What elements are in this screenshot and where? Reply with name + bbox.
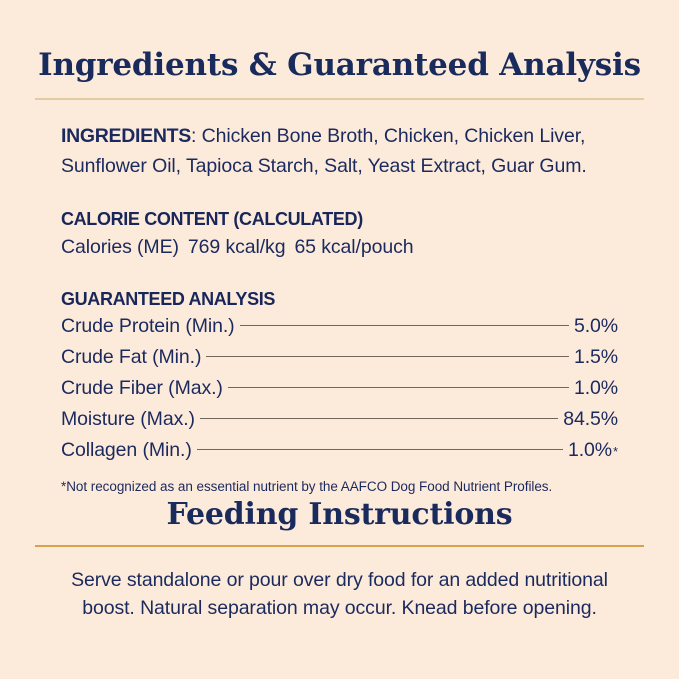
leader-line — [196, 449, 563, 451]
ingredients-separator: : — [190, 125, 202, 148]
ingredients-label: INGREDIENTS — [61, 125, 191, 148]
nutrient-value: 5.0% — [573, 315, 618, 338]
title-divider — [35, 98, 644, 101]
nutrient-name: Crude Fiber (Max.) — [61, 377, 223, 400]
guaranteed-analysis-row: Crude Fat (Min.) 1.5% — [61, 346, 618, 377]
guaranteed-analysis-row: Moisture (Max.) 84.5% — [61, 408, 618, 439]
feeding-instructions-title: Feeding Instructions — [166, 497, 513, 532]
guaranteed-analysis-block: GUARANTEED ANALYSIS Crude Protein (Min.)… — [61, 261, 618, 494]
nutrient-name: Crude Fat (Min.) — [61, 346, 202, 369]
calorie-content-block: CALORIE CONTENT (CALCULATED) Calories (M… — [61, 181, 618, 261]
feeding-divider — [35, 545, 644, 547]
guaranteed-analysis-row: Collagen (Min.) 1.0% * — [61, 439, 618, 470]
nutrient-value: 84.5% — [563, 408, 618, 431]
nutrient-name: Moisture (Max.) — [61, 408, 195, 431]
calories-label: Calories (ME) — [61, 236, 179, 259]
guaranteed-analysis-footnote: *Not recognized as an essential nutrient… — [61, 479, 553, 495]
feeding-instructions-section: Feeding Instructions Serve standalone or… — [0, 498, 679, 622]
calories-per-kg: 769 kcal/kg — [187, 236, 286, 259]
calories-per-pouch: 65 kcal/pouch — [294, 236, 414, 259]
nutrient-name: Crude Protein (Min.) — [61, 315, 235, 338]
feeding-instructions-body: Serve standalone or pour over dry food f… — [71, 569, 608, 619]
guaranteed-analysis-rows: Crude Protein (Min.) 5.0% Crude Fat (Min.)… — [61, 310, 618, 470]
guaranteed-analysis-row: Crude Fiber (Max.) 1.0% — [61, 377, 618, 408]
guaranteed-analysis-row: Crude Protein (Min.) 5.0% — [61, 315, 618, 346]
nutrient-footnote-marker: * — [613, 444, 618, 460]
nutrient-value: 1.5% — [573, 346, 618, 369]
nutrient-name: Collagen (Min.) — [61, 439, 192, 462]
ingredients-section: Ingredients & Guaranteed Analysis INGRED… — [0, 47, 679, 494]
ingredients-paragraph: INGREDIENTS: Chicken Bone Broth, Chicken… — [61, 100, 618, 181]
leader-line — [239, 325, 569, 327]
nutrient-value: 1.0% — [573, 377, 618, 400]
leader-line — [199, 418, 559, 420]
leader-line — [227, 387, 569, 389]
nutrient-value: 1.0% — [567, 439, 613, 462]
guaranteed-analysis-heading: GUARANTEED ANALYSIS — [61, 289, 276, 310]
ingredients-list: Chicken Bone Broth, Chicken, Chicken Liv… — [61, 125, 587, 178]
leader-line — [206, 356, 569, 358]
ingredients-body: INGREDIENTS: Chicken Bone Broth, Chicken… — [0, 100, 679, 494]
calorie-content-heading: CALORIE CONTENT (CALCULATED) — [61, 209, 363, 230]
calorie-content-values: Calories (ME) 769 kcal/kg 65 kcal/pouch — [61, 230, 618, 261]
page-title: Ingredients & Guaranteed Analysis — [38, 47, 641, 83]
